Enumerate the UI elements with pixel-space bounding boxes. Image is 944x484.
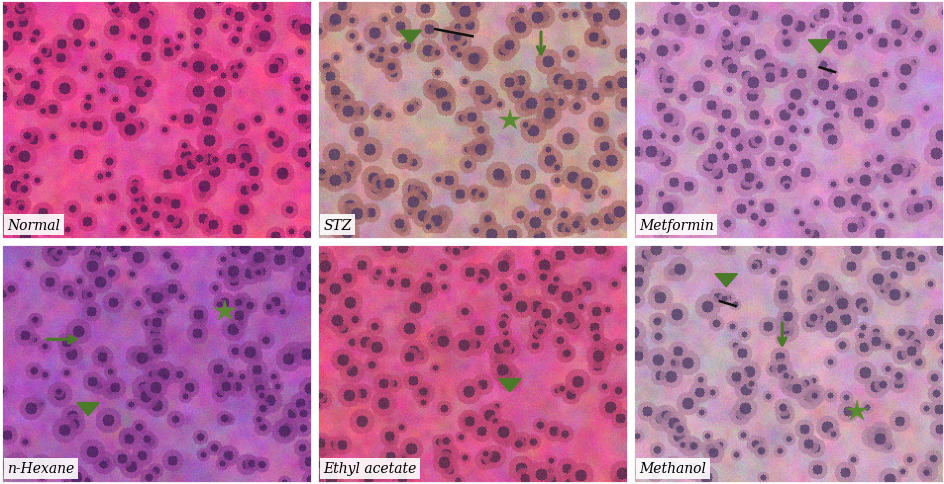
Text: Metformin: Metformin xyxy=(638,218,713,232)
Text: Methanol: Methanol xyxy=(638,461,705,475)
Text: STZ: STZ xyxy=(323,218,351,232)
Text: n-Hexane: n-Hexane xyxy=(8,461,75,475)
Text: Ethyl acetate: Ethyl acetate xyxy=(323,461,416,475)
Text: Normal: Normal xyxy=(8,218,60,232)
Polygon shape xyxy=(498,379,520,392)
Polygon shape xyxy=(807,41,830,54)
Polygon shape xyxy=(398,31,421,45)
Polygon shape xyxy=(76,403,99,416)
Polygon shape xyxy=(715,274,736,287)
